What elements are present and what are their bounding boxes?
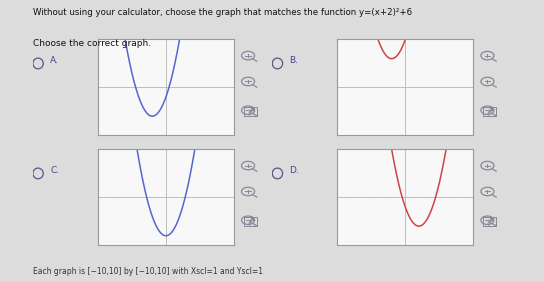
Text: D.: D. <box>289 166 299 175</box>
Text: A.: A. <box>50 56 59 65</box>
Text: ↗: ↗ <box>486 106 493 116</box>
Text: ↗: ↗ <box>246 216 254 226</box>
Text: ↗: ↗ <box>486 216 493 226</box>
Text: Each graph is [−10,10] by [−10,10] with Xscl=1 and Yscl=1: Each graph is [−10,10] by [−10,10] with … <box>33 267 263 276</box>
Text: C.: C. <box>50 166 59 175</box>
Text: Without using your calculator, choose the graph that matches the function y=(x+2: Without using your calculator, choose th… <box>33 8 412 17</box>
Text: B.: B. <box>289 56 299 65</box>
Text: ↗: ↗ <box>246 106 254 116</box>
Text: Choose the correct graph.: Choose the correct graph. <box>33 39 151 49</box>
